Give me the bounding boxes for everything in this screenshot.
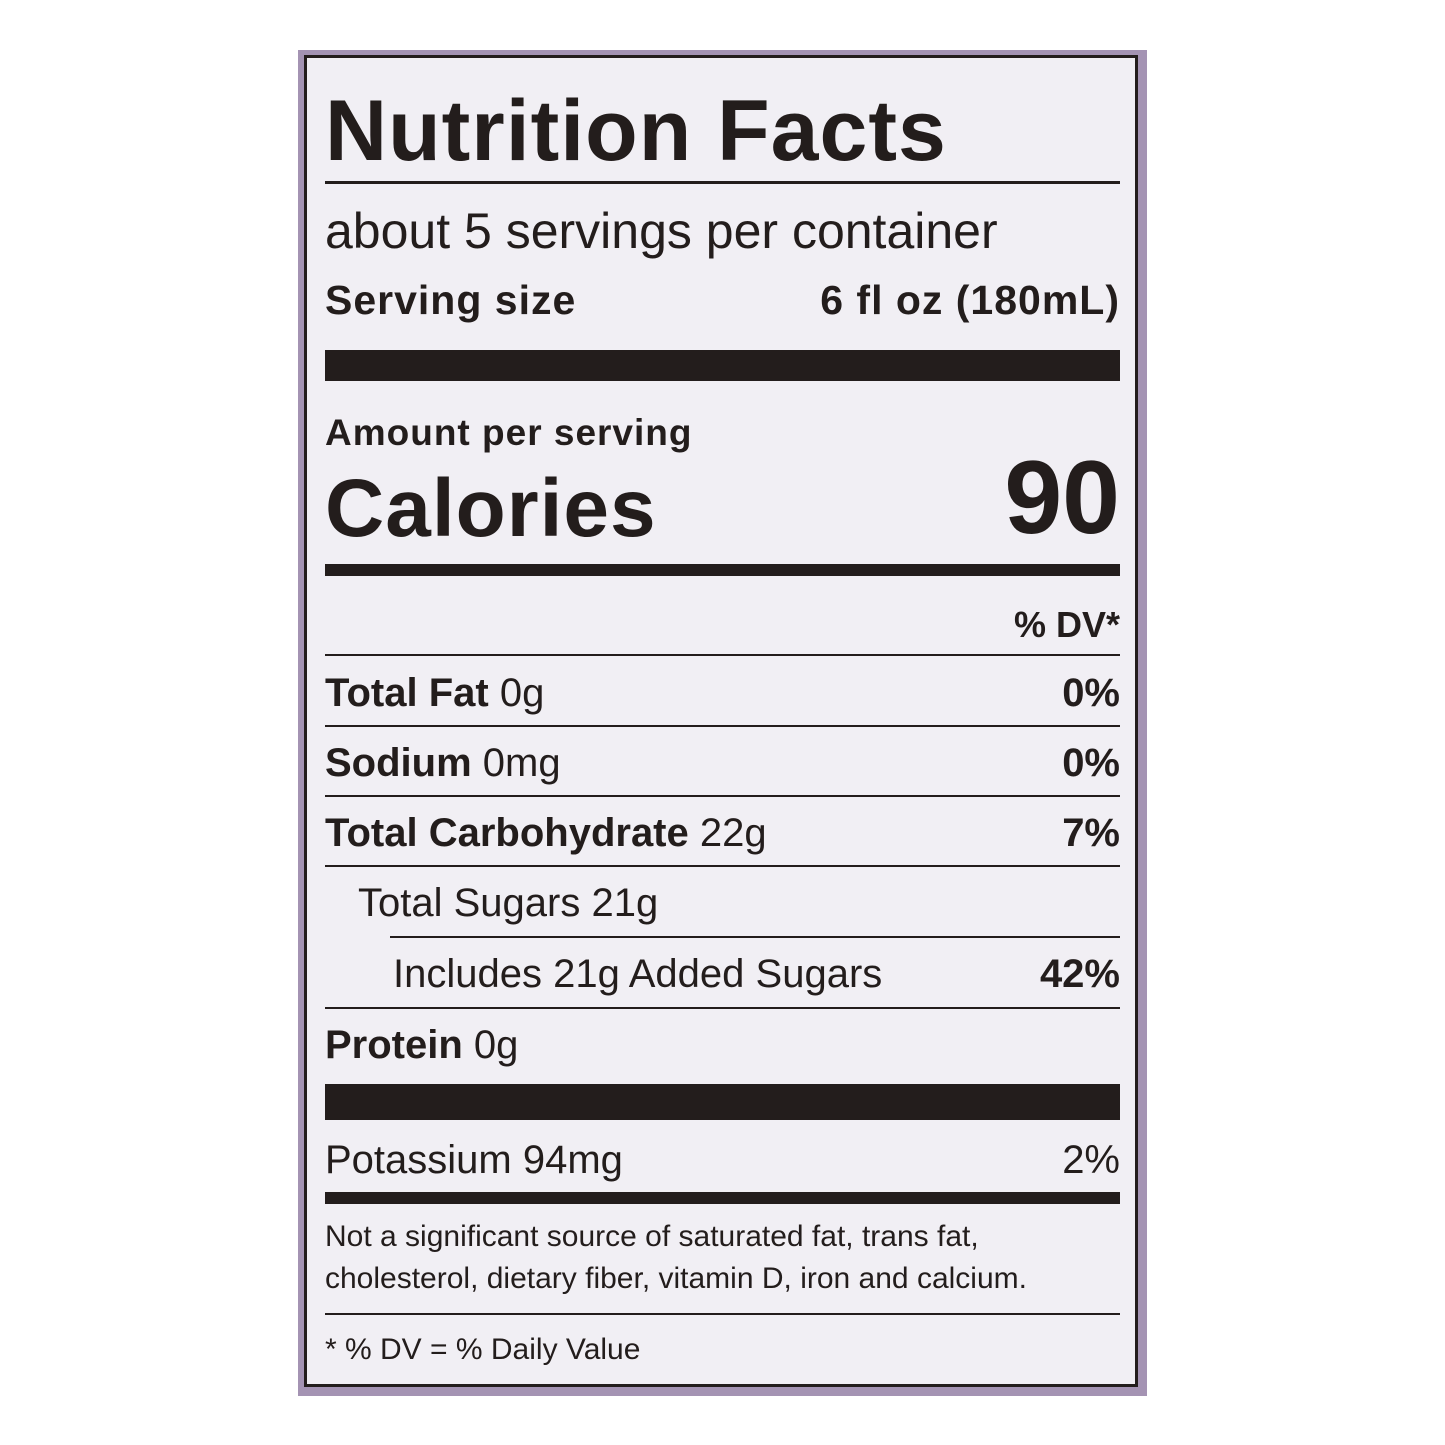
serving-size-label: Serving size [325, 277, 577, 323]
dv-header: % DV* [1013, 604, 1120, 645]
divider [325, 1313, 1120, 1315]
nutrient-name: Total Fat [325, 671, 489, 715]
nutrient-amount: 22g [699, 811, 767, 855]
divider [325, 865, 1120, 867]
divider [325, 725, 1120, 727]
dv-note: * % DV = % Daily Value [325, 1333, 641, 1366]
nutrient-amount: 0g [473, 1023, 519, 1067]
thick-bar [325, 350, 1120, 381]
nutrient-name: Sodium [325, 741, 472, 785]
amount-per-serving: Amount per serving [325, 412, 693, 453]
row-potassium: Potassium 94mg [325, 1138, 623, 1182]
row-sodium: Sodium 0mg [325, 743, 561, 783]
divider [325, 181, 1120, 184]
nutrient-name: Total Carbohydrate [325, 811, 689, 855]
row-total-fat: Total Fat 0g [325, 673, 544, 713]
row-total-carbohydrate: Total Carbohydrate 22g [325, 813, 767, 853]
medium-bar [325, 1192, 1120, 1204]
footnote-line-2: cholesterol, dietary fiber, vitamin D, i… [325, 1262, 1027, 1295]
nutrition-panel [304, 55, 1138, 1387]
footnote-line-1: Not a significant source of saturated fa… [325, 1220, 979, 1253]
dv-sodium: 0% [1062, 741, 1120, 785]
servings-per-container: about 5 servings per container [325, 203, 998, 259]
row-protein: Protein 0g [325, 1025, 518, 1065]
title: Nutrition Facts [325, 83, 947, 179]
divider [325, 1007, 1120, 1009]
dv-potassium: 2% [1062, 1138, 1120, 1182]
nutrient-name: Protein [325, 1023, 463, 1067]
divider [390, 936, 1120, 938]
dv-total-fat: 0% [1062, 671, 1120, 715]
dv-total-carbohydrate: 7% [1062, 811, 1120, 855]
nutrient-amount: 0mg [482, 741, 561, 785]
calories-label: Calories [325, 463, 657, 554]
divider [325, 795, 1120, 797]
calories-value: 90 [1004, 440, 1120, 556]
divider [325, 654, 1120, 656]
row-total-sugars: Total Sugars 21g [358, 881, 659, 925]
nutrient-amount: 0g [499, 671, 545, 715]
thick-bar [325, 1084, 1120, 1120]
serving-size-value: 6 fl oz (180mL) [820, 277, 1120, 323]
dv-added-sugars: 42% [1039, 952, 1120, 996]
row-added-sugars: Includes 21g Added Sugars [393, 952, 883, 996]
medium-bar [325, 564, 1120, 576]
